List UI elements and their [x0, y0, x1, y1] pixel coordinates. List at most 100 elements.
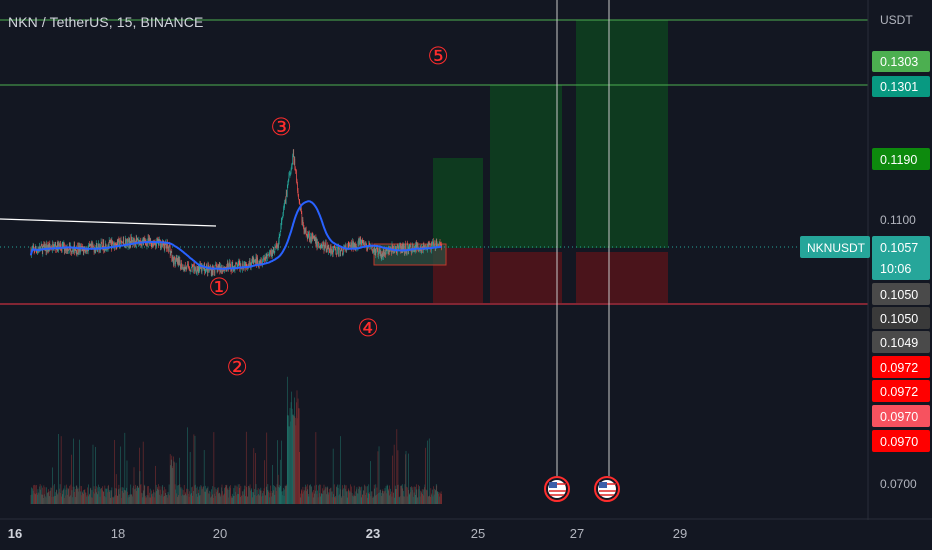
volume-bar: [345, 485, 347, 504]
candle-body: [367, 246, 369, 248]
candle-body: [395, 247, 397, 249]
candle-body: [393, 245, 394, 251]
volume-bar: [240, 496, 241, 504]
volume-bar: [276, 484, 278, 504]
volume-bar: [189, 452, 191, 504]
volume-bar: [64, 485, 66, 504]
candle-body: [359, 238, 361, 242]
volume-bar: [259, 490, 261, 504]
price-tag[interactable]: 0.1301: [872, 76, 930, 97]
volume-bar: [149, 492, 150, 504]
volume-bar: [388, 485, 390, 504]
us-flag-icon[interactable]: [594, 476, 620, 502]
price-tag[interactable]: 0.0972: [872, 380, 930, 402]
volume-bar: [238, 487, 240, 504]
candle-body: [128, 238, 130, 246]
volume-bar: [375, 484, 377, 504]
volume-bar: [32, 488, 33, 504]
volume-bar: [308, 496, 310, 504]
volume-bar: [55, 495, 57, 504]
candle-body: [136, 238, 137, 240]
candle-body: [317, 242, 318, 248]
volume-bar: [150, 490, 152, 504]
candle-body: [66, 246, 67, 252]
volume-bar: [435, 484, 437, 504]
annotation-4: ④: [357, 314, 379, 342]
last-price-tag[interactable]: 0.1057 10:06: [872, 236, 930, 280]
volume-bar: [434, 489, 436, 504]
volume-bar: [79, 439, 80, 504]
volume-bar: [134, 489, 135, 504]
volume-bar: [200, 495, 201, 504]
profit-zone-3: [576, 20, 668, 248]
candle-body: [63, 243, 64, 248]
candle-body: [196, 272, 197, 274]
price-tag[interactable]: 0.0970: [872, 405, 930, 427]
price-tag[interactable]: 0.1049: [872, 331, 930, 353]
volume-bar: [173, 456, 174, 504]
volume-bar: [221, 487, 222, 504]
volume-bar: [235, 485, 237, 504]
volume-bar: [352, 495, 353, 504]
candle-body: [54, 245, 56, 246]
candle-body: [360, 243, 362, 245]
volume-bar: [50, 487, 52, 504]
volume-bar: [118, 484, 120, 504]
candle-body: [285, 192, 287, 203]
volume-bar: [112, 496, 113, 504]
volume-bar: [196, 493, 197, 504]
candle-body: [432, 241, 434, 243]
candle-body: [186, 267, 187, 270]
price-tag[interactable]: 0.1303: [872, 51, 930, 72]
candle-body: [372, 250, 374, 253]
volume-bar: [388, 490, 390, 504]
volume-bar: [67, 494, 68, 504]
time-axis-panel[interactable]: [0, 520, 932, 550]
volume-bar: [47, 492, 49, 504]
volume-bar: [324, 488, 326, 504]
volume-bar: [397, 450, 399, 504]
volume-bar: [174, 462, 175, 504]
volume-bar: [126, 460, 128, 504]
volume-bar: [378, 493, 379, 504]
volume-bar: [85, 492, 86, 504]
volume-bar: [208, 493, 209, 504]
candle-body: [311, 233, 313, 236]
volume-bar: [249, 484, 251, 504]
volume-bar: [65, 489, 67, 504]
candle-body: [288, 179, 289, 183]
candle-body: [319, 246, 320, 247]
time-tick-label: 18: [111, 526, 125, 541]
price-tag[interactable]: 0.1190: [872, 148, 930, 170]
candle-body: [199, 269, 200, 272]
candle-body: [109, 240, 110, 242]
symbol-tag[interactable]: NKNUSDT: [800, 236, 870, 258]
candle-body: [377, 251, 379, 255]
candle-body: [261, 260, 262, 265]
candle-body: [39, 246, 41, 250]
candle-body: [113, 243, 115, 245]
candle-body: [201, 264, 202, 272]
price-tag-text: 0.0970: [880, 435, 918, 449]
volume-bar: [39, 484, 41, 504]
volume-bar: [431, 494, 432, 504]
price-tag[interactable]: 0.0972: [872, 356, 930, 378]
candle-body: [295, 170, 297, 171]
volume-bar: [385, 490, 386, 504]
volume-bar: [424, 484, 426, 504]
candle-body: [108, 240, 110, 247]
price-tag[interactable]: 0.0970: [872, 430, 930, 452]
trend-line[interactable]: [0, 218, 217, 227]
price-tag[interactable]: 0.1050: [872, 307, 930, 329]
price-tag[interactable]: 0.1050: [872, 283, 930, 305]
volume-bar: [37, 494, 38, 504]
volume-bar: [371, 491, 373, 504]
volume-bar: [320, 484, 322, 504]
volume-bar: [195, 487, 197, 504]
candle-body: [439, 241, 441, 244]
candle-body: [430, 245, 431, 248]
us-flag-icon[interactable]: [544, 476, 570, 502]
candle-body: [128, 238, 129, 241]
